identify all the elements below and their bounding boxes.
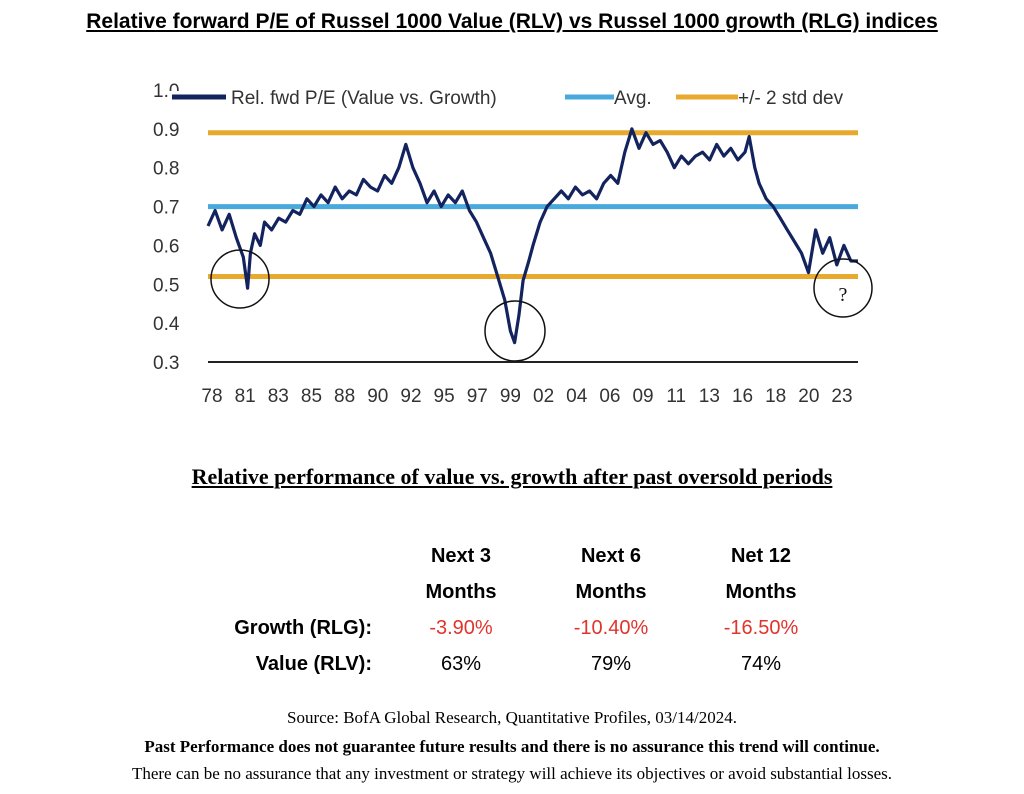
header-next-3-months: Next 3 Months	[386, 538, 536, 610]
table-header-row: Next 3 Months Next 6 Months Net 12 Month…	[196, 538, 836, 610]
x-tick-label: 90	[367, 386, 388, 407]
disclaimer-text: There can be no assurance that any inves…	[131, 764, 893, 783]
pe-ratio-chart: 1.00.90.80.70.60.50.40.3 78 81 83 85 88 90 92 9…	[153, 81, 873, 407]
growth-12m-cell: -16.50%	[723, 616, 799, 639]
legend-label-band: +/- 2 std dev	[738, 88, 844, 109]
value-6m-cell: 79%	[590, 652, 632, 675]
header-line: Months	[575, 581, 647, 603]
x-tick-label: 20	[798, 386, 819, 407]
x-axis-ticks: 78 81 83 85 88 90 92 95 97 99 02 04 06 09 11 13 16 18 20 23	[201, 386, 852, 407]
row-label-growth: Growth (RLG):	[234, 616, 372, 639]
growth-3m-cell: -3.90%	[429, 616, 493, 639]
value-3m-cell: 63%	[440, 652, 482, 675]
x-tick-label: 92	[400, 386, 421, 407]
reference-lines	[208, 130, 858, 280]
legend-label-avg: Avg.	[614, 88, 652, 109]
x-tick-label: 85	[301, 386, 322, 407]
x-tick-label: 78	[201, 386, 222, 407]
disclaimer-bold: Past Performance does not guarantee futu…	[144, 737, 880, 756]
header-line: Next 3	[430, 545, 492, 567]
series-layer	[206, 127, 858, 345]
x-tick-label: 09	[632, 386, 653, 407]
growth-6m-cell: -10.40%	[573, 616, 649, 639]
chart-title: Relative forward P/E of Russel 1000 Valu…	[86, 10, 938, 33]
x-tick-label: 04	[566, 386, 588, 407]
x-tick-label: 95	[434, 386, 455, 407]
table-row-value: Value (RLV): 63% 79% 74%	[196, 646, 836, 682]
oversold-circle-current	[813, 258, 873, 318]
header-line: Months	[425, 581, 497, 603]
oversold-markers: ?	[210, 249, 873, 362]
y-tick-label: 0.4	[153, 314, 180, 335]
x-tick-label: 97	[467, 386, 488, 407]
header-net-12-months: Net 12 Months	[686, 538, 836, 610]
x-tick-label: 11	[666, 386, 686, 407]
x-tick-label: 88	[334, 386, 355, 407]
x-tick-label: 13	[699, 386, 720, 407]
table-row-growth: Growth (RLG): -3.90% -10.40% -16.50%	[196, 610, 836, 646]
row-label-value: Value (RLV):	[255, 652, 372, 675]
x-tick-label: 81	[235, 386, 256, 407]
performance-table: Next 3 Months Next 6 Months Net 12 Month…	[196, 538, 836, 682]
source-note: Source: BofA Global Research, Quantitati…	[287, 708, 737, 727]
x-tick-label: 18	[765, 386, 786, 407]
relative-pe-series-line	[206, 127, 858, 345]
header-line: Months	[725, 581, 797, 603]
value-12m-cell: 74%	[740, 652, 782, 675]
x-tick-label: 16	[732, 386, 753, 407]
y-tick-label: 0.7	[153, 198, 179, 219]
oversold-circle-1981	[210, 249, 270, 309]
table-corner	[196, 538, 386, 610]
y-tick-label: 0.3	[153, 353, 179, 374]
x-tick-label: 99	[500, 386, 521, 407]
x-tick-label: 23	[831, 386, 852, 407]
header-line: Next 6	[580, 545, 642, 567]
chart-legend: Rel. fwd P/E (Value vs. Growth) Avg. +/- 2…	[168, 88, 844, 109]
question-mark-annotation: ?	[839, 284, 848, 306]
oversold-circle-2000	[484, 300, 546, 362]
y-tick-label: 0.5	[153, 275, 179, 296]
y-tick-label: 0.6	[153, 236, 179, 257]
x-tick-label: 83	[268, 386, 289, 407]
y-tick-label: 0.9	[153, 120, 179, 141]
x-tick-label: 06	[599, 386, 620, 407]
table-subtitle: Relative performance of value vs. growth…	[191, 464, 833, 489]
x-tick-label: 02	[533, 386, 554, 407]
legend-label-series: Rel. fwd P/E (Value vs. Growth)	[231, 88, 497, 109]
header-next-6-months: Next 6 Months	[536, 538, 686, 610]
y-tick-label: 0.8	[153, 159, 179, 180]
y-axis-ticks: 1.00.90.80.70.60.50.40.3	[153, 81, 180, 374]
header-line: Net 12	[730, 545, 792, 567]
